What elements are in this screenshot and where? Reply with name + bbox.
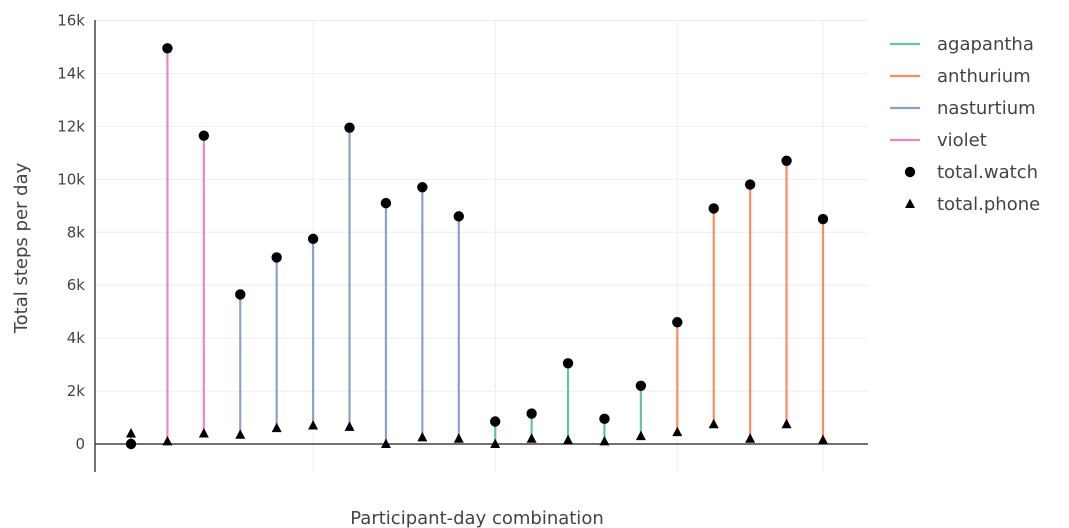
legend-circle-marker <box>904 166 916 178</box>
watch-point[interactable] <box>125 438 137 450</box>
watch-point[interactable] <box>380 197 392 209</box>
legend-label: total.phone <box>937 194 1040 215</box>
legend-item-anthurium[interactable]: anthurium <box>890 66 1031 87</box>
plot-area <box>125 43 829 450</box>
gridlines <box>95 20 868 472</box>
phone-point[interactable] <box>453 433 464 443</box>
legend-item-agapantha[interactable]: agapantha <box>890 34 1034 55</box>
phone-point[interactable] <box>126 428 136 438</box>
watch-point[interactable] <box>744 179 756 190</box>
watch-point[interactable] <box>599 413 610 425</box>
y-tick-label: 6k <box>67 276 86 294</box>
phone-point[interactable] <box>817 434 828 445</box>
phone-point[interactable] <box>781 418 792 429</box>
y-tick-label: 14k <box>57 64 85 82</box>
phone-point[interactable] <box>708 418 719 429</box>
phone-point[interactable] <box>490 438 501 449</box>
phone-point[interactable] <box>198 428 209 438</box>
phone-point[interactable] <box>344 421 355 431</box>
legend-label: nasturtium <box>937 98 1036 119</box>
watch-point[interactable] <box>198 130 210 141</box>
phone-point[interactable] <box>235 429 246 439</box>
legend-item-violet[interactable]: violet <box>890 130 987 151</box>
watch-point[interactable] <box>490 416 501 427</box>
phone-point[interactable] <box>745 433 756 443</box>
watch-point[interactable] <box>344 122 355 133</box>
watch-point[interactable] <box>235 289 246 300</box>
phone-point[interactable] <box>162 435 173 446</box>
watch-point[interactable] <box>672 317 683 328</box>
y-tick-label: 4k <box>67 329 86 347</box>
phone-point[interactable] <box>271 422 282 433</box>
y-tick-label: 16k <box>57 12 85 30</box>
phone-point[interactable] <box>380 438 391 449</box>
legend-label: total.watch <box>937 162 1038 183</box>
y-tick-label: 10k <box>57 170 85 188</box>
watch-point[interactable] <box>562 358 574 369</box>
phone-point[interactable] <box>526 433 537 443</box>
watch-point[interactable] <box>417 182 428 193</box>
watch-point[interactable] <box>817 213 829 225</box>
axes: 0 2k 4k 6k 8k 10k 12k 14k 16k <box>57 12 868 472</box>
phone-point[interactable] <box>599 435 610 446</box>
watch-point[interactable] <box>271 252 282 263</box>
x-axis-title: Participant-day combination <box>350 508 603 528</box>
legend-item-total.phone[interactable]: total.phone <box>905 194 1040 215</box>
legend-triangle-marker <box>905 198 915 209</box>
watch-point[interactable] <box>453 211 464 222</box>
legend-item-total.watch[interactable]: total.watch <box>904 162 1038 183</box>
legend-label: agapantha <box>937 34 1034 55</box>
phone-point[interactable] <box>635 430 646 441</box>
y-tick-label: 0 <box>75 435 85 453</box>
phone-point[interactable] <box>308 420 319 430</box>
y-axis-title: Total steps per day <box>11 162 32 334</box>
phone-point[interactable] <box>672 426 683 437</box>
watch-point[interactable] <box>307 233 319 245</box>
legend-item-nasturtium[interactable]: nasturtium <box>890 98 1036 119</box>
watch-point[interactable] <box>781 155 792 166</box>
y-tick-label: 8k <box>67 223 86 241</box>
watch-point[interactable] <box>635 380 647 391</box>
watch-point[interactable] <box>708 203 719 214</box>
y-tick-label: 12k <box>57 117 85 135</box>
phone-point[interactable] <box>417 431 428 442</box>
y-tick-label: 2k <box>67 382 86 400</box>
phone-point[interactable] <box>563 434 574 445</box>
watch-point[interactable] <box>162 43 173 54</box>
watch-point[interactable] <box>526 408 537 419</box>
legend[interactable]: agapantha anthurium nasturtium violet total.… <box>890 34 1040 215</box>
legend-label: anthurium <box>937 66 1031 87</box>
legend-label: violet <box>937 130 987 151</box>
